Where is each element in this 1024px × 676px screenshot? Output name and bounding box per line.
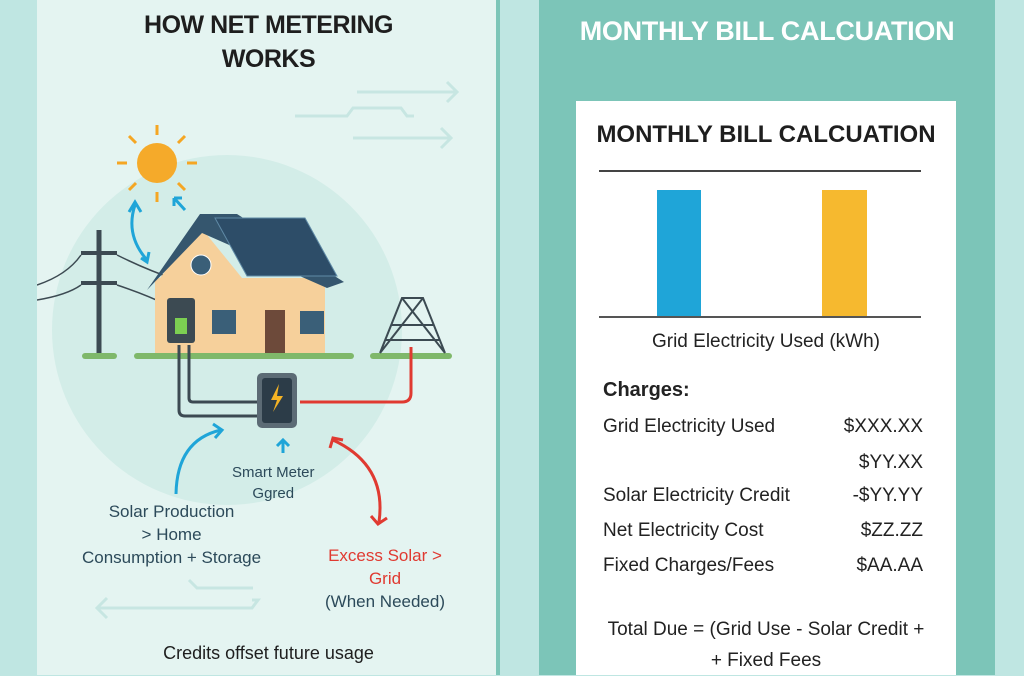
charge-label: Solar Electricity Credit (603, 485, 790, 506)
wires (177, 345, 413, 418)
panel-title: MONTHLY BILL CALCUATION (579, 16, 955, 46)
utility-pole-icon (37, 230, 178, 355)
house-icon (147, 214, 344, 356)
total-due-formula: Total Due = (Grid Use - Solar Credit + + … (576, 614, 956, 676)
charge-label: Fixed Charges/Fees (603, 555, 775, 576)
charge-row: Solar Electricity Credit -$YY.YY (603, 485, 923, 507)
net-metering-panel: HOW NET METERING WORKS Smart Meter Ggred S… (37, 0, 500, 675)
label-line: (When Needed) (325, 592, 446, 611)
charge-value: -$YY.YY (852, 485, 923, 506)
charge-value: $XXX.XX (843, 416, 923, 437)
charge-row: Grid Electricity Used $XXX.XX (603, 416, 923, 438)
grid-flow-arrow-icon (328, 436, 388, 526)
ground-icon (82, 353, 452, 359)
label-line: Excess Solar > (328, 546, 442, 565)
excess-solar-label: Excess Solar > Grid (When Needed) (325, 544, 445, 613)
charges-heading: Charges: (603, 379, 690, 401)
total-line-2: + Fixed Fees (710, 650, 822, 671)
charge-value: $AA.AA (856, 555, 923, 576)
label-line: > Home (141, 525, 202, 544)
label-line: Solar Production (108, 502, 235, 521)
card-title: MONTHLY BILL CALCUATION (596, 121, 936, 148)
sun-icon (117, 125, 197, 202)
charge-row: Net Electricity Cost $ZZ.ZZ (603, 520, 923, 542)
charge-label: Net Electricity Cost (603, 520, 764, 541)
transmission-tower-icon (379, 297, 446, 354)
bill-card: MONTHLY BILL CALCUATION Grid Electricity… (576, 101, 956, 675)
label-line: Smart Meter (232, 464, 315, 481)
title-line-1: HOW NET METERING (144, 11, 393, 39)
bill-panel: MONTHLY BILL CALCUATION MONTHLY BILL CAL… (539, 0, 995, 675)
chart-baseline (599, 316, 921, 318)
total-line-1: Total Due = (Grid Use - Solar Credit + (607, 619, 925, 640)
flow-lines-icon (94, 80, 460, 620)
sun-arrows-icon (127, 196, 187, 265)
footer-note: Credits offset future usage (163, 643, 374, 663)
charge-value: $ZZ.ZZ (860, 520, 923, 541)
title-line-2: WORKS (221, 45, 316, 73)
bar-blue (657, 190, 701, 316)
label-line: Ggred (252, 485, 295, 502)
panel-title: HOW NET METERING WORKS (37, 8, 500, 76)
label-line: Grid (368, 569, 402, 588)
label-line: Consumption + Storage (82, 548, 262, 567)
solar-production-label: Solar Production > Home Consumption + Stor… (82, 500, 261, 569)
charge-label: Grid Electricity Used (603, 416, 776, 437)
divider (599, 170, 921, 172)
charge-row: $YY.XX (603, 452, 923, 474)
net-metering-illustration (37, 80, 460, 620)
smart-meter-label: Smart Meter Ggred (232, 462, 315, 504)
charge-row: Fixed Charges/Fees $AA.AA (603, 555, 923, 577)
bar-yellow (822, 190, 867, 316)
chart-x-label: Grid Electricity Used (kWh) (651, 331, 881, 352)
solar-flow-arrow-icon (174, 422, 291, 495)
charge-value: $YY.XX (858, 452, 923, 473)
smart-meter-icon (257, 373, 297, 428)
